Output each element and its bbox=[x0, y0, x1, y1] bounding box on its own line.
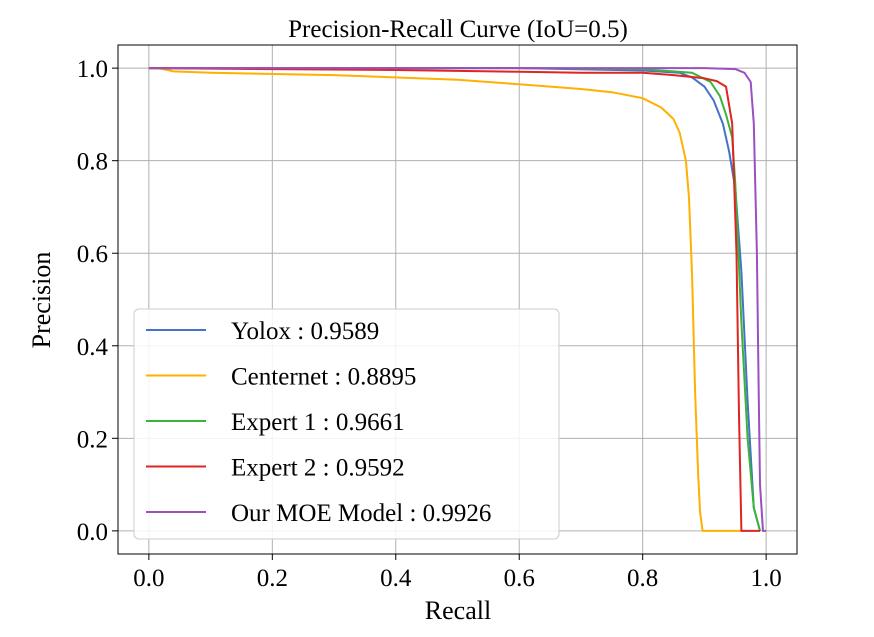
legend-label: Centernet : 0.8895 bbox=[231, 364, 416, 391]
x-tick-label: 0.0 bbox=[133, 565, 164, 592]
y-tick-label: 1.0 bbox=[77, 56, 108, 83]
series-line-2 bbox=[148, 67, 742, 532]
y-tick-label: 0.6 bbox=[77, 241, 108, 268]
y-axis-title: Precision bbox=[27, 252, 56, 349]
x-tick-label: 0.4 bbox=[380, 565, 412, 592]
legend-label: Expert 1 : 0.9661 bbox=[231, 409, 405, 436]
series-line-4 bbox=[148, 67, 760, 532]
x-tick-label: 0.8 bbox=[627, 565, 658, 592]
x-tick-label: 0.6 bbox=[504, 565, 535, 592]
chart-title: Precision-Recall Curve (IoU=0.5) bbox=[288, 16, 628, 43]
legend-label: Our MOE Model : 0.9926 bbox=[231, 500, 491, 527]
x-axis-title: Recall bbox=[425, 596, 491, 625]
y-tick-label: 0.0 bbox=[77, 519, 108, 546]
legend-box bbox=[133, 308, 560, 540]
legend-label: Yolox : 0.9589 bbox=[231, 318, 379, 345]
y-tick-label: 0.4 bbox=[77, 334, 109, 361]
series-line-5 bbox=[148, 67, 767, 532]
y-tick-label: 0.2 bbox=[77, 426, 108, 453]
legend: Yolox : 0.9589 Centernet : 0.8895 Expert 1… bbox=[133, 308, 560, 540]
series-lines bbox=[148, 67, 767, 532]
y-tick-label: 0.8 bbox=[77, 149, 108, 176]
plot-frame bbox=[117, 44, 798, 555]
legend-label: Expert 2 : 0.9592 bbox=[231, 455, 405, 482]
axis-ticks: 0.0 0.2 0.4 0.6 0.8 1.0 0.0 0.2 0.4 0.6 0.8 1.0 bbox=[77, 56, 782, 592]
x-tick-label: 0.2 bbox=[257, 565, 288, 592]
x-tick-label: 1.0 bbox=[751, 565, 782, 592]
